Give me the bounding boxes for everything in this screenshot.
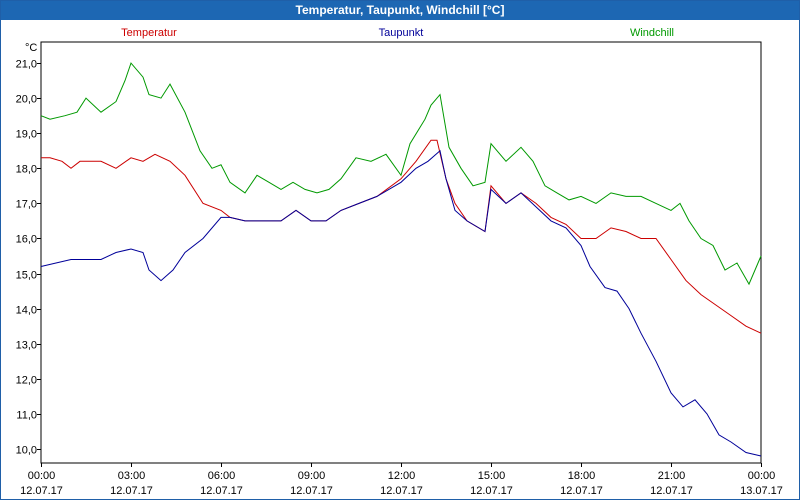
y-tick-label: 11,0	[16, 410, 37, 422]
y-tick-label: 12,0	[16, 375, 37, 387]
x-tick-time: 21:00	[658, 470, 686, 482]
x-tick-date: 12.07.17	[290, 485, 333, 497]
y-tick-label: 20,0	[16, 94, 37, 106]
legend-windchill: Windchill	[630, 27, 674, 39]
x-tick-time: 12:00	[388, 470, 416, 482]
axes: 10,0 11,0 12,0 13,0 14,0 15,0 16,0 17,0 18,0 19,0…	[16, 41, 783, 497]
x-tick-date: 12.07.17	[470, 485, 513, 497]
y-tick-label: 16,0	[16, 234, 37, 246]
x-tick-date: 12.07.17	[200, 485, 243, 497]
series-line-temperatur	[41, 139, 762, 334]
x-tick-date: 13.07.17	[740, 485, 783, 497]
legend-taupunkt: Taupunkt	[379, 27, 424, 39]
x-tick-date: 12.07.17	[380, 485, 423, 497]
y-tick-label: 17,0	[16, 199, 37, 211]
legend-temperatur: Temperatur	[121, 27, 177, 39]
y-tick-label: 21,0	[16, 59, 37, 71]
series-line-taupunkt	[40, 149, 762, 457]
y-tick-label: 10,0	[16, 445, 37, 457]
y-tick-label: 13,0	[16, 340, 37, 352]
x-tick-date: 12.07.17	[110, 485, 153, 497]
x-tick-time: 09:00	[298, 470, 326, 482]
x-tick-date: 12.07.17	[560, 485, 603, 497]
y-tick-label: 14,0	[16, 305, 37, 317]
x-tick-time: 06:00	[208, 470, 236, 482]
series-line-windchill	[40, 62, 762, 286]
x-tick-time: 15:00	[478, 470, 506, 482]
x-tick-date: 12.07.17	[650, 485, 693, 497]
x-tick-time: 00:00	[748, 470, 776, 482]
window-title: Temperatur, Taupunkt, Windchill [°C]	[1, 1, 799, 20]
x-tick-date: 12.07.17	[20, 485, 63, 497]
x-tick-time: 03:00	[118, 470, 146, 482]
plot-frame	[40, 41, 762, 464]
legend: Temperatur Taupunkt Windchill	[121, 27, 674, 39]
series-lines	[40, 62, 762, 457]
x-tick-time: 18:00	[568, 470, 596, 482]
x-tick-time: 00:00	[28, 470, 56, 482]
y-axis-unit: °C	[25, 42, 37, 54]
y-tick-label: 19,0	[16, 129, 37, 141]
y-tick-label: 18,0	[16, 164, 37, 176]
y-tick-label: 15,0	[16, 270, 37, 282]
